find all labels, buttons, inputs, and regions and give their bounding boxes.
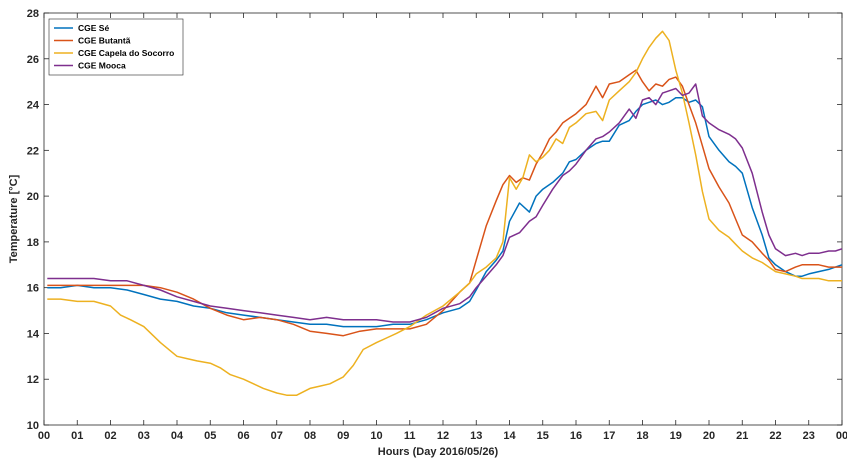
x-axis-label: Hours (Day 2016/05/26) [378, 446, 499, 458]
x-tick-label: 15 [537, 430, 549, 442]
x-tick-label: 12 [437, 430, 449, 442]
axes: 00 01 02 03 04 05 06 07 08 09 10 11 12 13 14 15 16 17 18 19… [27, 8, 847, 442]
y-tick-label: 26 [27, 54, 39, 66]
x-tick-label: 00 [836, 430, 847, 442]
x-tick-label: 11 [404, 430, 416, 442]
x-tick-label: 05 [204, 430, 216, 442]
x-tick-label: 03 [138, 430, 150, 442]
x-tick-label: 06 [237, 430, 249, 442]
series-line-2 [47, 69, 842, 337]
y-tick-label: 28 [27, 8, 39, 20]
series-line-4 [47, 83, 843, 323]
x-tick-label: 08 [304, 430, 316, 442]
y-tick-label: 16 [27, 283, 39, 295]
x-tick-label: 00 [38, 430, 50, 442]
x-tick-label: 07 [271, 430, 283, 442]
legend-label-2: CGE Butantã [78, 36, 131, 46]
y-axis-label: Temperature [°C] [8, 174, 20, 263]
y-tick-label: 12 [27, 374, 39, 386]
x-tick-label: 17 [603, 430, 615, 442]
legend: CGE Sé CGE Butantã CGE Capela do Socorro CG… [48, 18, 184, 76]
series-group [47, 30, 843, 396]
legend-label-3: CGE Capela do Socorro [78, 48, 174, 58]
x-tick-label: 10 [370, 430, 382, 442]
x-tick-label: 04 [171, 430, 184, 442]
x-tick-label: 02 [104, 430, 116, 442]
legend-label-4: CGE Mooca [78, 61, 126, 71]
x-tick-label: 14 [503, 430, 516, 442]
x-tick-label: 20 [703, 430, 715, 442]
y-tick-label: 20 [27, 191, 39, 203]
y-tick-label: 24 [27, 100, 40, 112]
x-tick-label: 23 [803, 430, 815, 442]
y-tick-label: 10 [27, 420, 39, 432]
x-tick-label: 01 [71, 430, 83, 442]
y-tick-label: 22 [27, 145, 39, 157]
series-line-1 [47, 96, 843, 328]
x-tick-label: 21 [736, 430, 748, 442]
x-tick-label: 18 [636, 430, 648, 442]
y-tick-label: 14 [27, 328, 40, 340]
y-tick-label: 18 [27, 237, 39, 249]
x-tick-label: 19 [670, 430, 682, 442]
x-tick-label: 09 [337, 430, 349, 442]
x-tick-label: 13 [470, 430, 482, 442]
series-line-3 [47, 30, 842, 396]
legend-label-1: CGE Sé [78, 23, 109, 33]
x-tick-label: 16 [570, 430, 582, 442]
x-tick-label: 22 [769, 430, 781, 442]
